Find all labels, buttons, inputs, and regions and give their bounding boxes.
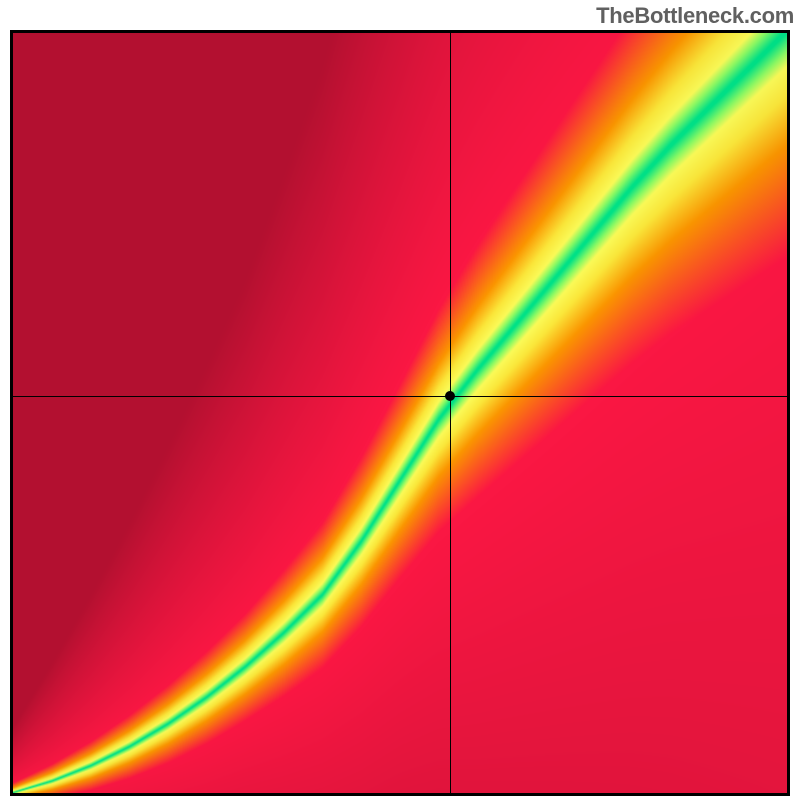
- attribution-label: TheBottleneck.com: [596, 3, 794, 29]
- crosshair-horizontal: [13, 396, 787, 397]
- plot-area: [13, 33, 787, 793]
- data-point-marker: [445, 391, 455, 401]
- chart-frame: [10, 30, 790, 796]
- chart-container: TheBottleneck.com: [0, 0, 800, 800]
- heatmap-canvas: [13, 33, 787, 793]
- crosshair-vertical: [450, 33, 451, 793]
